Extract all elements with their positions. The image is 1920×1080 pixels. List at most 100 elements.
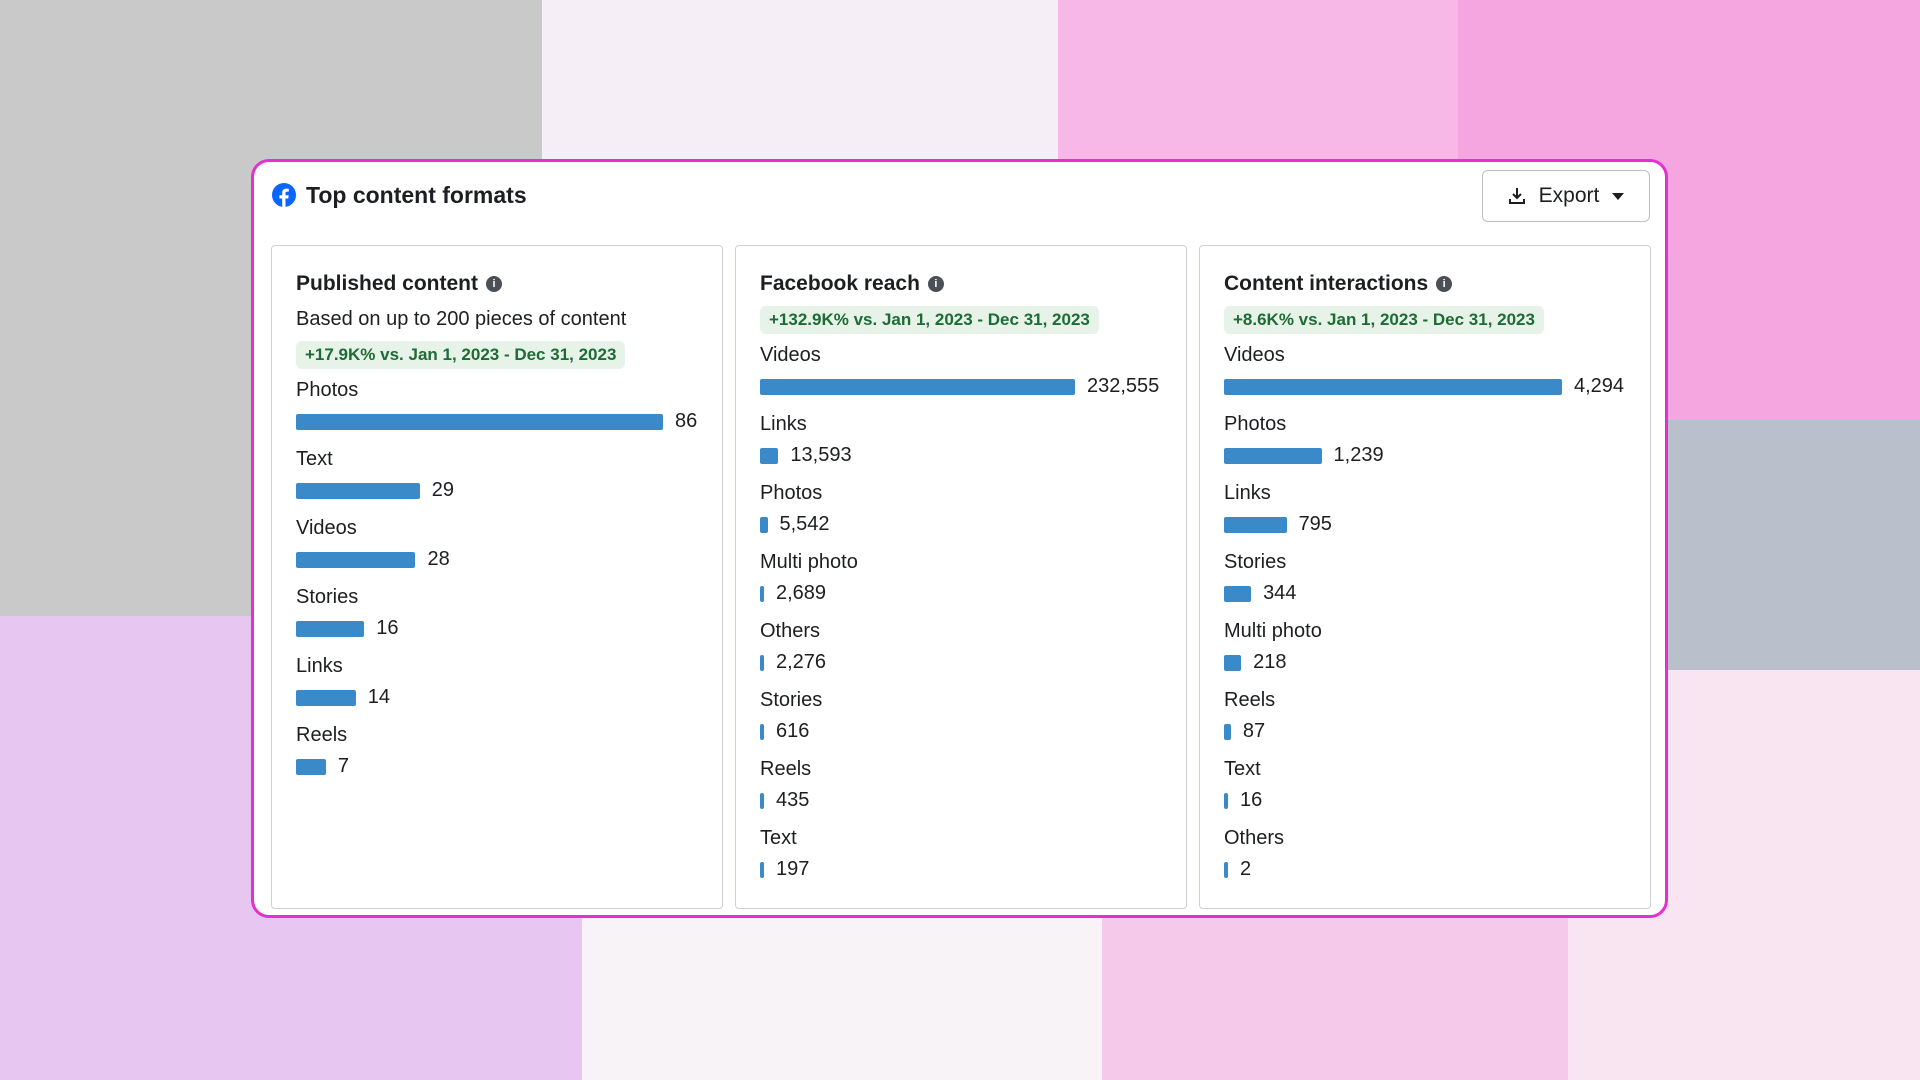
bar-line: 435 <box>760 789 1162 812</box>
format-label: Links <box>1224 482 1271 504</box>
bar-line: 2,689 <box>760 582 1162 605</box>
comparison-badge: +132.9K% vs. Jan 1, 2023 - Dec 31, 2023 <box>760 306 1099 334</box>
bar <box>296 482 420 499</box>
comparison-badge: +17.9K% vs. Jan 1, 2023 - Dec 31, 2023 <box>296 341 626 369</box>
value-label: 4,294 <box>1574 375 1625 397</box>
card-title-text: Facebook reach <box>760 272 920 295</box>
format-row: Reels 87 <box>1224 679 1626 748</box>
format-label: Links <box>296 655 343 677</box>
facebook-icon <box>272 183 296 207</box>
value-label: 16 <box>376 617 399 639</box>
panel: Top content formats Export Published con… <box>251 159 1668 918</box>
bg-tile <box>582 918 1102 1080</box>
format-label: Videos <box>296 517 357 539</box>
value-label: 344 <box>1263 582 1297 604</box>
value-label: 1,239 <box>1333 444 1384 466</box>
bar <box>760 723 764 740</box>
format-row: Text 29 <box>296 438 698 507</box>
bg-tile <box>542 0 1058 160</box>
bar <box>296 413 663 430</box>
value-label: 197 <box>776 858 810 880</box>
bar <box>760 447 779 464</box>
bar <box>296 758 326 775</box>
bar-line: 1,239 <box>1224 444 1626 467</box>
value-label: 86 <box>675 410 698 432</box>
bar-line: 4,294 <box>1224 375 1626 398</box>
format-row: Stories 16 <box>296 576 698 645</box>
bar <box>1224 861 1228 878</box>
card: Published content i Based on up to 200 pie… <box>271 245 723 909</box>
card: Content interactions i +8.6K% vs. Jan 1, 2… <box>1199 245 1651 909</box>
bar <box>1224 516 1287 533</box>
format-row: Stories 344 <box>1224 541 1626 610</box>
value-label: 16 <box>1240 789 1263 811</box>
info-icon: i <box>927 276 944 292</box>
format-row: Multi photo 2,689 <box>760 541 1162 610</box>
bar <box>760 585 764 602</box>
bar <box>1224 792 1228 809</box>
format-label: Links <box>760 413 807 435</box>
bar <box>1224 378 1562 395</box>
bar <box>1224 654 1242 671</box>
format-row: Reels 7 <box>296 714 698 783</box>
format-row: Photos 86 <box>296 369 698 438</box>
format-row: Links 795 <box>1224 472 1626 541</box>
format-label: Stories <box>1224 551 1287 573</box>
bar <box>760 378 1075 395</box>
value-label: 14 <box>367 686 390 708</box>
card-title-text: Content interactions <box>1224 272 1429 295</box>
bar-line: 2 <box>1224 858 1626 881</box>
bar-line: 13,593 <box>760 444 1162 467</box>
value-label: 435 <box>776 789 810 811</box>
value-label: 5,542 <box>779 513 830 535</box>
bar <box>1224 723 1231 740</box>
format-row: Others 2,276 <box>760 610 1162 679</box>
format-label: Reels <box>296 724 348 746</box>
bar <box>760 654 764 671</box>
format-label: Videos <box>1224 344 1285 366</box>
bar-line: 197 <box>760 858 1162 881</box>
format-label: Stories <box>296 586 359 608</box>
format-row: Videos 28 <box>296 507 698 576</box>
bar <box>1224 585 1252 602</box>
format-label: Text <box>760 827 797 849</box>
format-row: Photos 5,542 <box>760 472 1162 541</box>
bar-line: 2,276 <box>760 651 1162 674</box>
format-row: Links 13,593 <box>760 403 1162 472</box>
bar-line: 5,542 <box>760 513 1162 536</box>
card: Facebook reach i +132.9K% vs. Jan 1, 2023 … <box>735 245 1187 909</box>
format-label: Text <box>1224 758 1261 780</box>
bar-line: 14 <box>296 686 698 709</box>
card-title: Facebook reach i <box>760 272 1162 296</box>
format-label: Reels <box>760 758 812 780</box>
bar-line: 218 <box>1224 651 1626 674</box>
format-label: Multi photo <box>1224 620 1322 642</box>
format-label: Others <box>1224 827 1285 849</box>
value-label: 616 <box>776 720 810 742</box>
bar-line: 16 <box>296 617 698 640</box>
value-label: 2 <box>1240 858 1252 880</box>
format-row: Multi photo 218 <box>1224 610 1626 679</box>
download-icon <box>1508 188 1525 204</box>
value-label: 232,555 <box>1087 375 1160 397</box>
format-label: Reels <box>1224 689 1276 711</box>
format-row: Videos 4,294 <box>1224 334 1626 403</box>
card-subtitle: Based on up to 200 pieces of content <box>296 308 627 330</box>
bar <box>296 620 365 637</box>
export-button[interactable]: Export <box>1482 170 1650 222</box>
bg-tile <box>1102 918 1568 1080</box>
value-label: 2,689 <box>776 582 827 604</box>
format-label: Photos <box>760 482 823 504</box>
format-label: Others <box>760 620 821 642</box>
value-label: 2,276 <box>776 651 827 673</box>
value-label: 795 <box>1298 513 1332 535</box>
format-label: Text <box>296 448 333 470</box>
bar <box>760 516 768 533</box>
bar <box>296 689 356 706</box>
format-row: Links 14 <box>296 645 698 714</box>
format-row: Stories 616 <box>760 679 1162 748</box>
format-row: Reels 435 <box>760 748 1162 817</box>
format-row: Text 197 <box>760 817 1162 886</box>
format-label: Photos <box>296 379 359 401</box>
